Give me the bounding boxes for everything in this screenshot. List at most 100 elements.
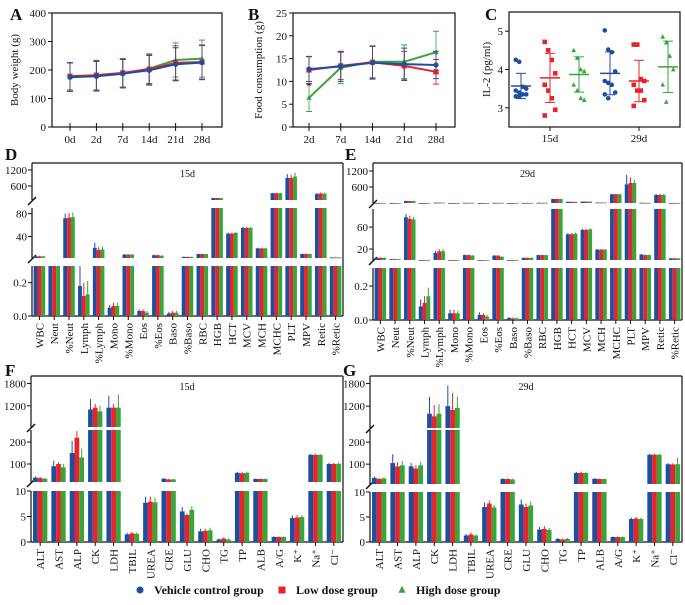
- bar: [676, 258, 681, 260]
- data-point: [520, 92, 526, 97]
- data-point: [120, 71, 126, 77]
- x-tick-label: Lymph: [420, 327, 432, 359]
- axis-break-mark: [26, 423, 36, 433]
- bar: [452, 202, 456, 204]
- bar: [155, 266, 160, 316]
- x-tick-label: MPV: [301, 323, 313, 347]
- y-axis-label: IL-2 (pg/ml): [481, 42, 493, 98]
- bar: [588, 268, 593, 320]
- bar: [233, 233, 238, 258]
- bar: [536, 268, 541, 320]
- bar: [202, 530, 208, 542]
- bar: [255, 248, 260, 258]
- bar: [147, 501, 153, 542]
- y-tick-label: 10: [276, 76, 288, 88]
- x-tick-label: 7d: [117, 134, 129, 146]
- bar: [422, 202, 427, 204]
- x-tick-label: Retic: [655, 327, 667, 350]
- y-tick-label: 5: [282, 99, 288, 111]
- x-tick-label: Neut: [49, 323, 61, 344]
- x-tick-label: Baso: [168, 323, 180, 346]
- bar: [60, 491, 66, 542]
- bar: [418, 259, 423, 261]
- bar: [289, 518, 295, 542]
- significance-mark: *: [306, 81, 312, 93]
- bar: [382, 268, 387, 320]
- bar: [441, 251, 445, 260]
- axis-break-mark: [368, 199, 378, 209]
- bar: [661, 209, 666, 260]
- bar: [300, 266, 305, 316]
- bar: [259, 266, 264, 316]
- bar: [300, 254, 305, 258]
- bar: [134, 533, 140, 542]
- bar: [565, 268, 570, 320]
- x-tick-label: WBC: [34, 323, 46, 348]
- y-tick-label: 0: [282, 122, 288, 134]
- bar: [639, 254, 644, 260]
- bar: [455, 313, 460, 320]
- bar: [393, 202, 397, 204]
- bar: [390, 492, 396, 542]
- data-point: [516, 59, 522, 65]
- bar: [78, 286, 82, 316]
- bar: [445, 492, 451, 542]
- bar: [204, 266, 209, 316]
- bar: [37, 491, 43, 542]
- data-point: [574, 55, 580, 60]
- data-point: [602, 78, 608, 84]
- bar: [628, 183, 633, 203]
- bar: [174, 312, 179, 316]
- bar: [426, 202, 431, 204]
- bar: [329, 257, 334, 259]
- bar: [528, 505, 534, 542]
- bar: [92, 247, 97, 258]
- bar: [152, 255, 156, 258]
- bar: [255, 266, 260, 316]
- bar: [632, 268, 637, 320]
- x-tick-label: PLT: [286, 323, 298, 342]
- data-point: [513, 94, 519, 99]
- y-tick-label: 10: [15, 486, 27, 498]
- bar: [37, 266, 42, 316]
- bar: [126, 266, 131, 316]
- bar: [85, 294, 90, 316]
- bar: [70, 266, 75, 316]
- bar: [486, 503, 492, 542]
- bar: [468, 534, 474, 542]
- bar: [450, 492, 455, 542]
- data-point: [663, 39, 669, 45]
- bar: [289, 208, 294, 258]
- data-point: [578, 95, 584, 101]
- bar: [289, 177, 294, 200]
- bar: [81, 296, 86, 316]
- data-point: [552, 107, 558, 113]
- bar: [41, 256, 46, 258]
- bar: [661, 195, 666, 203]
- bar: [271, 536, 277, 542]
- bar: [583, 472, 589, 484]
- bar: [263, 248, 268, 258]
- x-tick-label: 21d: [167, 134, 184, 146]
- bar: [624, 184, 629, 203]
- bar: [281, 536, 286, 542]
- bar: [670, 464, 676, 484]
- bar: [181, 266, 186, 316]
- bar: [676, 202, 681, 204]
- bar: [276, 536, 282, 542]
- bar: [100, 266, 105, 316]
- data-point: [545, 48, 551, 53]
- bar: [573, 201, 578, 203]
- x-tick-label: TG: [558, 549, 570, 564]
- bar: [248, 266, 253, 316]
- bar: [551, 209, 556, 260]
- bar: [253, 478, 259, 482]
- data-point: [549, 95, 555, 101]
- bar: [97, 411, 103, 427]
- panel-label: G: [343, 361, 356, 380]
- bar: [211, 208, 216, 258]
- data-point: [306, 94, 312, 100]
- x-tick-label: CK: [90, 549, 102, 564]
- bar: [304, 254, 308, 258]
- y-tick-label: 600: [11, 181, 28, 193]
